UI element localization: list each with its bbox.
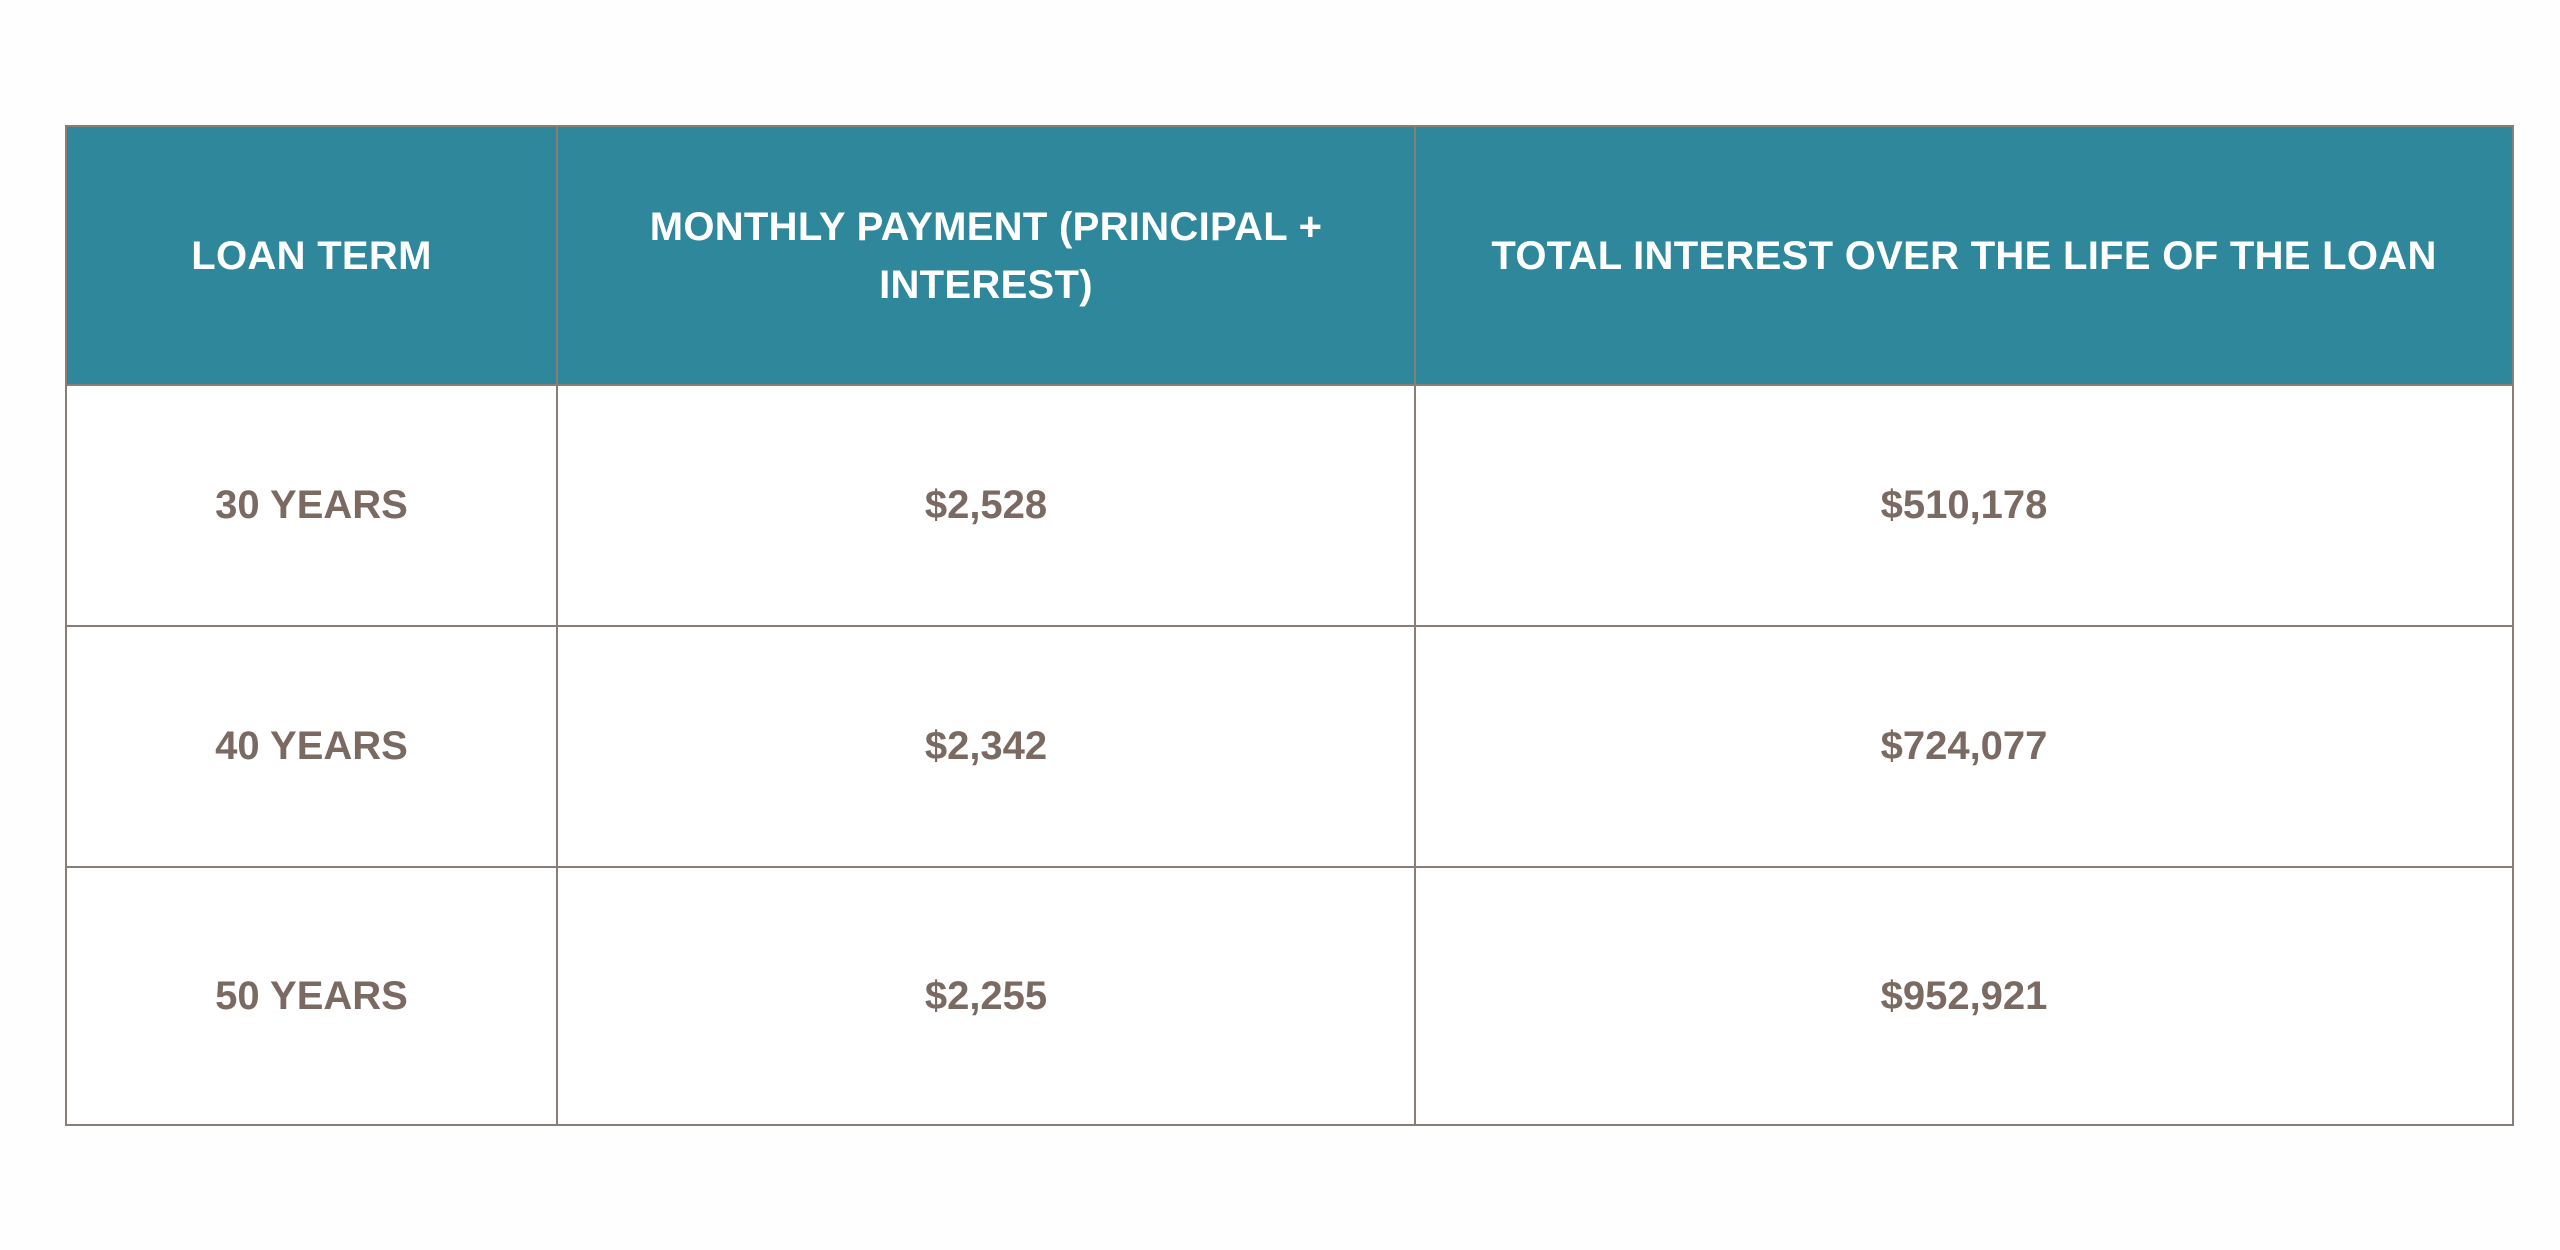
monthly-payment-cell: $2,255: [556, 866, 1416, 1126]
total-interest-cell: $724,077: [1414, 625, 2514, 868]
loan-term-cell: 40 YEARS: [65, 625, 558, 868]
loan-term-cell: 50 YEARS: [65, 866, 558, 1126]
table-row: 30 YEARS $2,528 $510,178: [65, 384, 2514, 627]
loan-term-cell: 30 YEARS: [65, 384, 558, 627]
monthly-payment-cell: $2,528: [556, 384, 1416, 627]
monthly-payment-cell: $2,342: [556, 625, 1416, 868]
table-row: 50 YEARS $2,255 $952,921: [65, 866, 2514, 1126]
column-header-monthly-payment: MONTHLY PAYMENT (PRINCIPAL + INTEREST): [556, 125, 1416, 386]
table-row: 40 YEARS $2,342 $724,077: [65, 625, 2514, 868]
loan-comparison-table: LOAN TERM MONTHLY PAYMENT (PRINCIPAL + I…: [65, 125, 2514, 1126]
column-header-total-interest: TOTAL INTEREST OVER THE LIFE OF THE LOAN: [1414, 125, 2514, 386]
total-interest-cell: $510,178: [1414, 384, 2514, 627]
header-row: LOAN TERM MONTHLY PAYMENT (PRINCIPAL + I…: [65, 125, 2514, 386]
column-header-loan-term: LOAN TERM: [65, 125, 558, 386]
total-interest-cell: $952,921: [1414, 866, 2514, 1126]
